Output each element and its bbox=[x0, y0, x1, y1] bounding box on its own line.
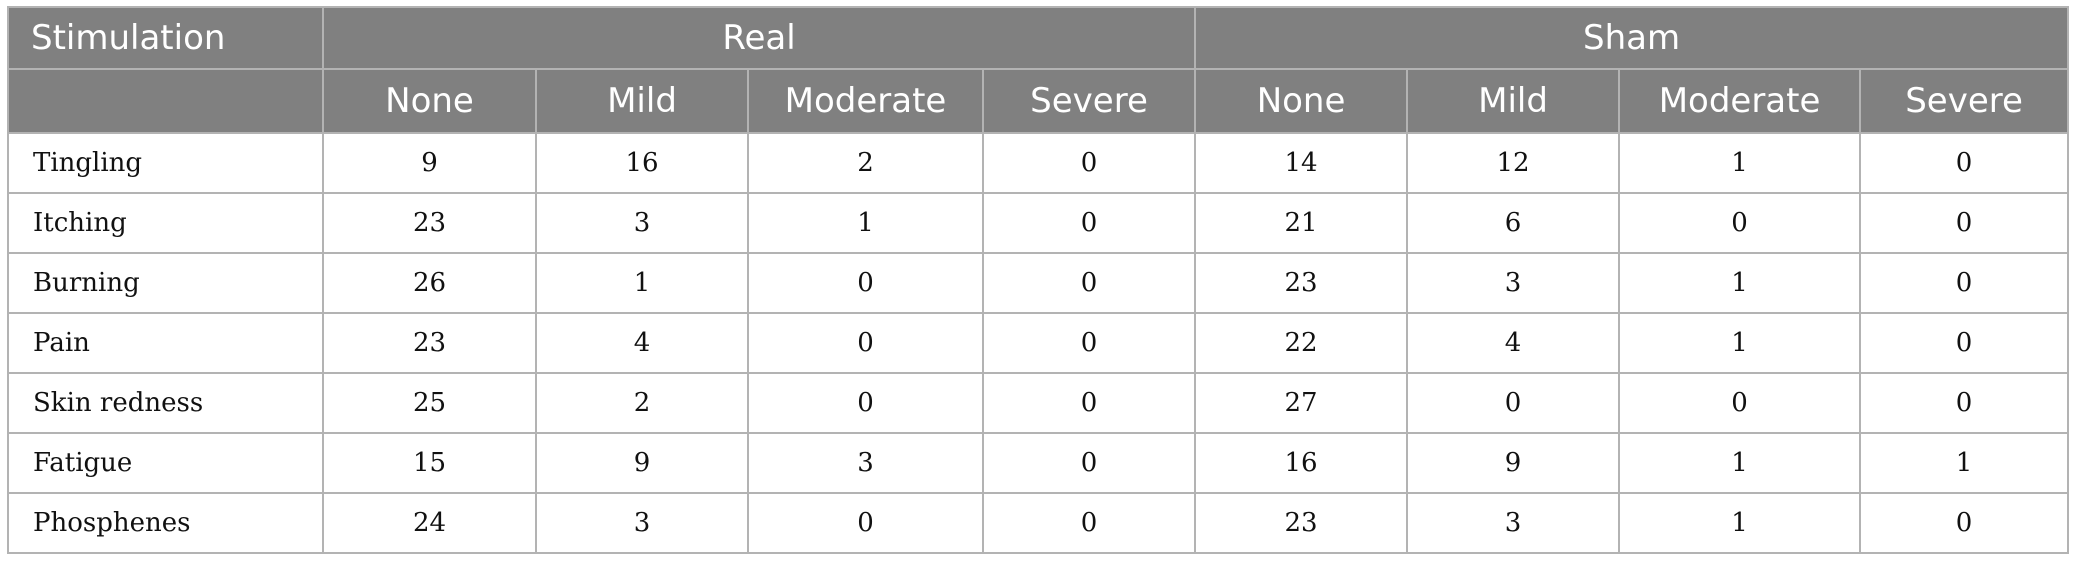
table-cell: 14 bbox=[1194, 132, 1409, 194]
table-cell: 0 bbox=[1859, 492, 2070, 554]
table-cell: 0 bbox=[747, 312, 984, 374]
table-cell: 26 bbox=[322, 252, 537, 314]
data-table-container: Stimulation Real Sham None Mild Moderate… bbox=[7, 6, 2070, 554]
table-row: Pain 23 4 0 0 22 4 1 0 bbox=[7, 312, 2070, 374]
table-row: Skin redness 25 2 0 0 27 0 0 0 bbox=[7, 372, 2070, 434]
table-cell: 0 bbox=[981, 432, 1197, 494]
stimulation-side-effects-table: Stimulation Real Sham None Mild Moderate… bbox=[7, 6, 2070, 554]
table-cell: 0 bbox=[1859, 312, 2070, 374]
row-label: Skin redness bbox=[7, 372, 324, 434]
table-cell: 27 bbox=[1194, 372, 1409, 434]
row-label: Itching bbox=[7, 192, 324, 254]
table-cell: 1 bbox=[1618, 432, 1862, 494]
corner-header: Stimulation bbox=[7, 6, 324, 70]
table-cell: 2 bbox=[747, 132, 984, 194]
row-label: Phosphenes bbox=[7, 492, 324, 554]
table-cell: 0 bbox=[981, 372, 1197, 434]
table-cell: 0 bbox=[981, 312, 1197, 374]
table-cell: 9 bbox=[322, 132, 537, 194]
table-cell: 0 bbox=[981, 252, 1197, 314]
table-cell: 0 bbox=[1859, 252, 2070, 314]
table-cell: 1 bbox=[535, 252, 749, 314]
table-cell: 1 bbox=[747, 192, 984, 254]
subheader-sham-mild: Mild bbox=[1406, 68, 1621, 134]
table-row: Fatigue 15 9 3 0 16 9 1 1 bbox=[7, 432, 2070, 494]
row-label: Burning bbox=[7, 252, 324, 314]
table-cell: 1 bbox=[1618, 252, 1862, 314]
row-label: Fatigue bbox=[7, 432, 324, 494]
table-cell: 0 bbox=[747, 252, 984, 314]
subheader-sham-severe: Severe bbox=[1859, 68, 2070, 134]
subheader-sham-none: None bbox=[1194, 68, 1409, 134]
table-row: Phosphenes 24 3 0 0 23 3 1 0 bbox=[7, 492, 2070, 554]
group-header-real: Real bbox=[321, 6, 1197, 70]
table-cell: 1 bbox=[1618, 492, 1862, 554]
table-cell: 12 bbox=[1406, 132, 1621, 194]
table-cell: 0 bbox=[747, 492, 984, 554]
table-cell: 4 bbox=[1406, 312, 1621, 374]
table-cell: 23 bbox=[322, 192, 537, 254]
table-cell: 0 bbox=[1859, 372, 2070, 434]
table-row: Burning 26 1 0 0 23 3 1 0 bbox=[7, 252, 2070, 314]
table-body: Tingling 9 16 2 0 14 12 1 0 Itching 23 3… bbox=[7, 132, 2070, 554]
table-cell: 0 bbox=[981, 192, 1197, 254]
table-cell: 1 bbox=[1859, 432, 2070, 494]
table-cell: 15 bbox=[322, 432, 537, 494]
table-cell: 3 bbox=[747, 432, 984, 494]
row-label: Pain bbox=[7, 312, 324, 374]
table-row: Tingling 9 16 2 0 14 12 1 0 bbox=[7, 132, 2070, 194]
table-cell: 25 bbox=[322, 372, 537, 434]
table-cell: 22 bbox=[1194, 312, 1409, 374]
table-cell: 0 bbox=[1859, 192, 2070, 254]
table-cell: 0 bbox=[747, 372, 984, 434]
table-cell: 0 bbox=[1859, 132, 2070, 194]
table-cell: 3 bbox=[1406, 492, 1621, 554]
subheader-real-moderate: Moderate bbox=[747, 68, 984, 134]
table-cell: 0 bbox=[1618, 192, 1862, 254]
group-header-sham: Sham bbox=[1194, 6, 2070, 70]
table-cell: 2 bbox=[535, 372, 749, 434]
subheader-empty bbox=[7, 68, 324, 134]
table-cell: 6 bbox=[1406, 192, 1621, 254]
table-cell: 3 bbox=[535, 192, 749, 254]
table-cell: 21 bbox=[1194, 192, 1409, 254]
subheader-real-mild: Mild bbox=[535, 68, 749, 134]
subheader-sham-moderate: Moderate bbox=[1618, 68, 1862, 134]
group-header-row: Stimulation Real Sham bbox=[7, 6, 2070, 70]
table-cell: 16 bbox=[535, 132, 749, 194]
table-cell: 0 bbox=[1406, 372, 1621, 434]
subheader-real-none: None bbox=[322, 68, 537, 134]
table-cell: 1 bbox=[1618, 132, 1862, 194]
table-cell: 0 bbox=[1618, 372, 1862, 434]
table-cell: 0 bbox=[981, 132, 1197, 194]
table-cell: 9 bbox=[1406, 432, 1621, 494]
table-row: Itching 23 3 1 0 21 6 0 0 bbox=[7, 192, 2070, 254]
subheader-row: None Mild Moderate Severe None Mild Mode… bbox=[7, 68, 2070, 134]
row-label: Tingling bbox=[7, 132, 324, 194]
table-cell: 3 bbox=[1406, 252, 1621, 314]
table-cell: 0 bbox=[981, 492, 1197, 554]
table-cell: 16 bbox=[1194, 432, 1409, 494]
table-cell: 23 bbox=[1194, 492, 1409, 554]
table-cell: 3 bbox=[535, 492, 749, 554]
table-cell: 1 bbox=[1618, 312, 1862, 374]
table-cell: 9 bbox=[535, 432, 749, 494]
table-cell: 4 bbox=[535, 312, 749, 374]
table-cell: 24 bbox=[322, 492, 537, 554]
table-cell: 23 bbox=[1194, 252, 1409, 314]
table-cell: 23 bbox=[322, 312, 537, 374]
subheader-real-severe: Severe bbox=[981, 68, 1197, 134]
